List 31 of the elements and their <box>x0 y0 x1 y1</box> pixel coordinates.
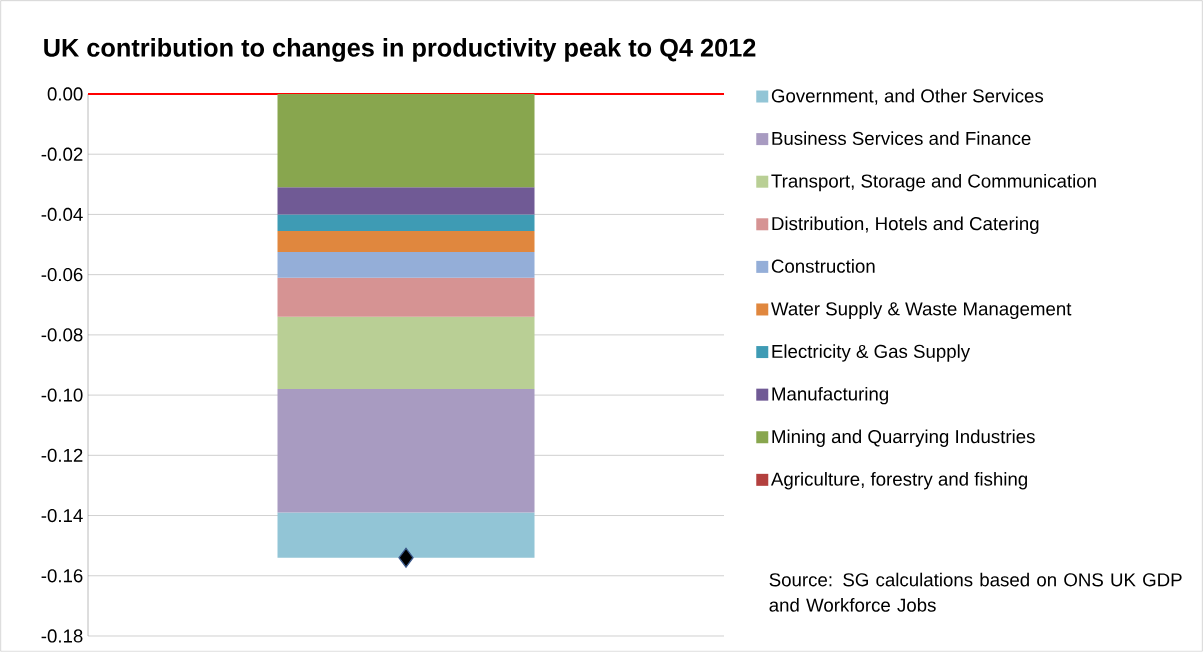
bar <box>277 389 535 513</box>
bar <box>277 230 535 253</box>
bar <box>277 214 535 231</box>
y-tick-label: -0.08 <box>41 328 83 342</box>
y-tick-label: -0.14 <box>41 508 83 523</box>
legend-label: Water Supply & Waste Management <box>771 301 1072 320</box>
legend-label: Transport, Storage and Communication <box>771 173 1096 192</box>
legend-label: Manufacturing <box>772 386 889 405</box>
bar <box>277 277 535 317</box>
y-tick-label: -0.18 <box>41 629 83 643</box>
y-tick-label: -0.10 <box>41 388 83 402</box>
legend-label: Distribution, Hotels and Catering <box>772 216 1039 234</box>
y-tick-label: -0.12 <box>41 448 83 462</box>
bar <box>277 187 535 215</box>
y-tick-label: 0.00 <box>47 87 83 101</box>
y-tick-label: -0.04 <box>41 207 83 222</box>
legend-label: Mining and Quarrying Industries <box>772 429 1035 447</box>
legend-label: Electricity & Gas Supply <box>772 344 971 362</box>
bar <box>277 316 535 390</box>
chart-title: UK contribution to changes in productivity peak to Q4 2012 <box>44 38 756 62</box>
bar <box>277 252 535 278</box>
y-tick-label: -0.16 <box>41 569 83 583</box>
bar <box>277 512 535 558</box>
legend-label: Construction <box>771 259 875 273</box>
y-tick-label: -0.02 <box>41 147 83 161</box>
legend-label: Government, and Other Services <box>771 88 1044 105</box>
legend-label: Business Services and Finance <box>772 131 1031 146</box>
bar <box>277 93 535 188</box>
legend-label: Agriculture, forestry and fishing <box>770 472 1027 490</box>
source-note: Source: SG calculations based on ONS UK GDP and Workforce Jobs <box>769 572 1182 612</box>
y-tick-label: -0.06 <box>41 268 83 282</box>
